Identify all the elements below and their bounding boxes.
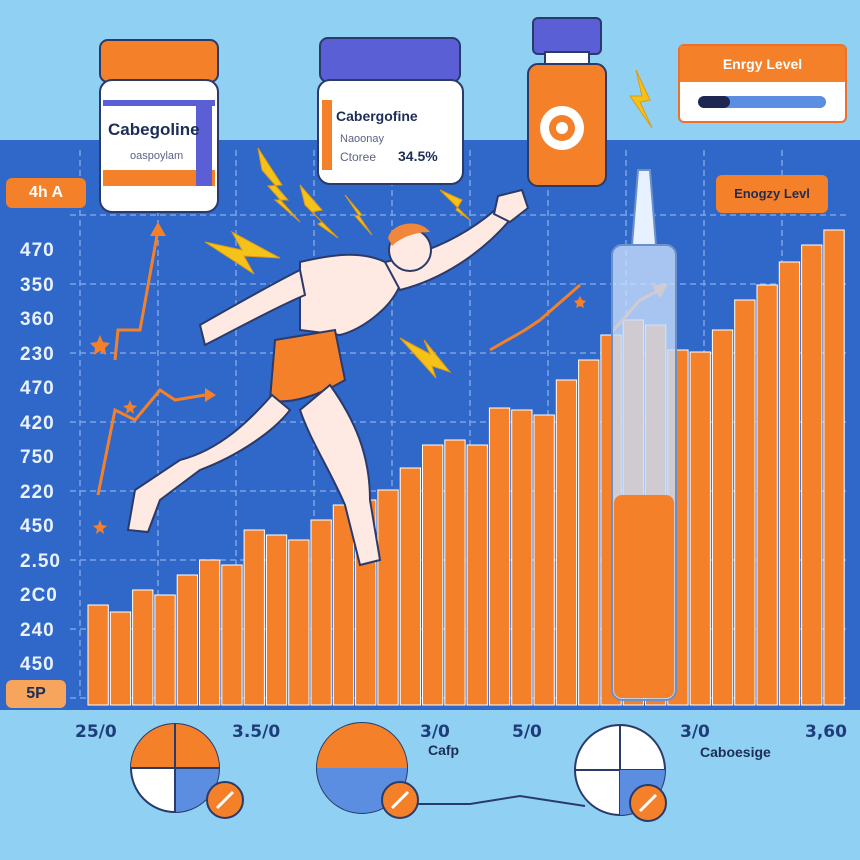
energy-level-fill: [698, 96, 730, 108]
orange-bar: [132, 589, 154, 706]
bottom-label-right: Caboesige: [700, 744, 771, 760]
orange-bar: [488, 407, 511, 706]
orange-bar: [377, 489, 399, 706]
energy-level-card: Enrgy Level: [678, 44, 847, 123]
y-tick: 420: [20, 412, 55, 434]
orange-bar: [823, 229, 845, 706]
coin-icon: [206, 781, 667, 822]
medicine-jar-icon: [317, 37, 464, 185]
jar-middle-title: Cabergofine: [336, 108, 418, 124]
x-tick: 3/0: [680, 722, 710, 742]
orange-bar: [399, 467, 422, 706]
orange-bar: [578, 359, 600, 706]
orange-bar: [555, 379, 578, 706]
x-tick: 25/0: [75, 722, 117, 742]
jar-left-title: Cabegoline: [108, 120, 200, 139]
orange-bar: [466, 444, 488, 706]
orange-bar: [176, 574, 198, 706]
bottom-label-middle: Cafp: [428, 742, 460, 758]
energy-level-bar: [698, 96, 826, 108]
y-tick: 220: [20, 481, 55, 503]
orange-bar: [288, 539, 310, 706]
y-tick: 360: [20, 309, 55, 330]
orange-bar: [221, 564, 243, 706]
lightning-icon: [204, 69, 653, 379]
medicine-jar-icon: [99, 39, 219, 213]
pie-chart-icon: [130, 723, 220, 813]
x-tick: 3.5/0: [232, 722, 281, 742]
x-tick: 5/0: [512, 722, 542, 742]
medicine-bottle-icon: [527, 17, 607, 187]
orange-bar: [87, 604, 109, 706]
y-tick: 2C0: [20, 585, 58, 606]
orange-bar: [533, 414, 555, 706]
energy-level-tag: Enogzy Levl: [716, 175, 828, 213]
y-tick: 450: [20, 516, 55, 537]
orange-bar: [711, 329, 734, 706]
x-tick: 3,60: [805, 722, 847, 742]
orange-bar: [511, 409, 533, 706]
bottom-left-tag: 5P: [6, 680, 66, 708]
x-tick: 3/0: [420, 722, 450, 742]
runner-figure-icon: [126, 188, 530, 567]
orange-bar: [109, 611, 132, 706]
orange-bar: [265, 534, 288, 706]
connector-line: [400, 794, 586, 807]
syringe-icon: [611, 169, 677, 701]
jar-left-subtitle: oaspoylam: [130, 150, 184, 162]
orange-bar: [332, 504, 355, 706]
orange-bar: [801, 244, 823, 706]
y-tick: 750: [20, 447, 55, 468]
orange-bar: [756, 284, 778, 706]
orange-bar: [154, 594, 176, 706]
y-tick: 450: [20, 654, 55, 675]
y-tick: 470: [20, 240, 55, 261]
star-icon: [90, 296, 586, 534]
orange-bar: [444, 439, 466, 706]
orange-bar: [422, 444, 444, 706]
orange-bar: [243, 529, 265, 706]
orange-bar: [689, 351, 711, 706]
top-left-tag: 4h A: [6, 178, 86, 208]
jar-middle-line1: Naoonay: [340, 133, 385, 145]
y-tick: 470: [20, 378, 55, 399]
y-tick: 2.50: [20, 550, 61, 572]
orange-bar: [310, 519, 332, 706]
jar-middle-value: 34.5%: [398, 148, 438, 164]
energy-level-title: Enrgy Level: [680, 46, 845, 82]
orange-bar: [199, 559, 221, 706]
y-tick: 230: [20, 343, 55, 365]
orange-bar: [778, 261, 801, 706]
orange-bar: [734, 299, 756, 706]
jar-middle-line2: Ctoree: [340, 150, 377, 164]
y-tick: 240: [20, 619, 55, 641]
y-tick: 350: [20, 274, 55, 296]
